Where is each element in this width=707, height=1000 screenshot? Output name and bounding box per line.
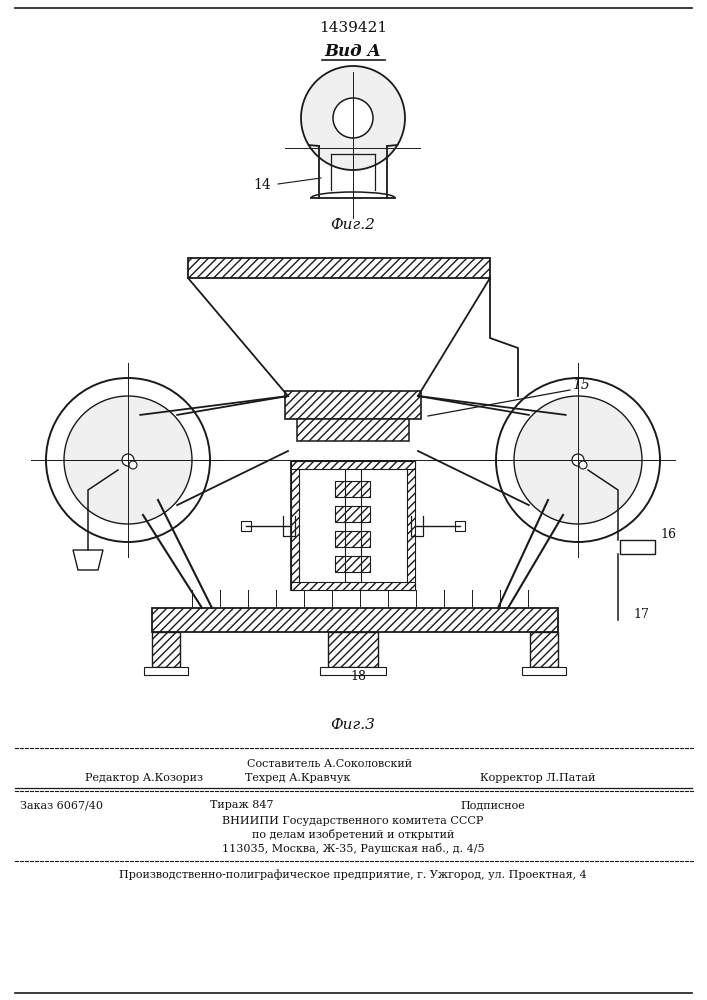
Text: по делам изобретений и открытий: по делам изобретений и открытий (252, 830, 454, 840)
Bar (152, 608, 558, 632)
Text: Заказ 6067/40: Заказ 6067/40 (20, 800, 103, 810)
Text: Техред А.Кравчук: Техред А.Кравчук (245, 773, 351, 783)
Text: Подписное: Подписное (460, 800, 525, 810)
Bar (291, 461, 299, 590)
Bar (291, 582, 415, 590)
Text: 16: 16 (660, 528, 676, 542)
Text: Фиг.3: Фиг.3 (331, 718, 375, 732)
Bar (336, 556, 370, 572)
Text: 1439421: 1439421 (319, 21, 387, 35)
Text: 14: 14 (253, 178, 271, 192)
Bar (530, 632, 558, 667)
Bar (188, 258, 490, 278)
Bar (241, 520, 251, 530)
Text: 15: 15 (572, 378, 590, 392)
Text: 113035, Москва, Ж-35, Раушская наб., д. 4/5: 113035, Москва, Ж-35, Раушская наб., д. … (222, 844, 484, 854)
Polygon shape (73, 550, 103, 570)
Bar (152, 632, 180, 667)
Bar (291, 461, 415, 590)
Circle shape (301, 66, 405, 170)
Bar (620, 540, 655, 554)
Circle shape (572, 454, 584, 466)
Text: Вид А: Вид А (325, 43, 382, 60)
Text: Тираж 847: Тираж 847 (210, 800, 274, 810)
Circle shape (129, 461, 137, 469)
Circle shape (64, 396, 192, 524)
Bar (336, 531, 370, 547)
Circle shape (496, 378, 660, 542)
Text: Производственно-полиграфическое предприятие, г. Ужгород, ул. Проектная, 4: Производственно-полиграфическое предприя… (119, 870, 587, 880)
Bar (285, 391, 421, 419)
Circle shape (579, 461, 587, 469)
Bar (320, 667, 386, 675)
Text: Редактор А.Козориз: Редактор А.Козориз (85, 773, 203, 783)
Bar (336, 481, 370, 497)
Text: ВНИИПИ Государственного комитета СССР: ВНИИПИ Государственного комитета СССР (222, 816, 484, 826)
Circle shape (333, 98, 373, 138)
Circle shape (122, 454, 134, 466)
Bar (297, 419, 409, 441)
Bar (407, 461, 415, 590)
Bar (455, 520, 465, 530)
Bar (291, 461, 415, 469)
Text: Составитель А.Соколовский: Составитель А.Соколовский (247, 759, 413, 769)
Bar (522, 667, 566, 675)
Bar (328, 632, 378, 667)
Text: Корректор Л.Патай: Корректор Л.Патай (480, 773, 595, 783)
Text: 17: 17 (633, 608, 649, 621)
Text: 18: 18 (350, 670, 366, 684)
Text: Фиг.2: Фиг.2 (331, 218, 375, 232)
Circle shape (46, 378, 210, 542)
Bar (144, 667, 188, 675)
Circle shape (514, 396, 642, 524)
Bar (336, 506, 370, 522)
